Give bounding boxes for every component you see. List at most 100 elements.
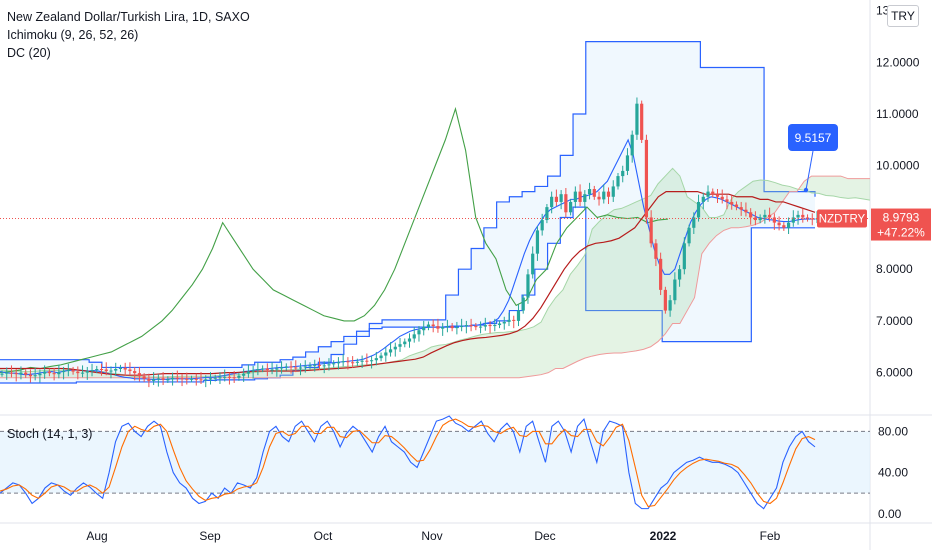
candle-body	[749, 212, 753, 218]
candle	[777, 216, 781, 231]
candle-body	[701, 196, 705, 202]
candle-body	[445, 326, 450, 328]
candle	[384, 347, 388, 362]
candle	[801, 208, 805, 223]
candle	[156, 374, 160, 387]
candle	[327, 358, 331, 371]
symbol-badge	[817, 209, 867, 228]
candle-body	[450, 326, 454, 329]
stoch-y-tick-label: 80.00	[878, 424, 908, 438]
stoch-y-tick-label: 40.00	[878, 466, 908, 480]
candle-body	[673, 279, 677, 301]
candle	[725, 195, 729, 210]
candle	[123, 362, 127, 376]
candle	[133, 366, 137, 381]
candle-body	[412, 334, 416, 339]
candle	[76, 366, 80, 380]
candle	[531, 246, 535, 279]
candle-body	[431, 324, 435, 327]
candle	[701, 192, 705, 210]
y-tick-label: 10.0000	[876, 159, 920, 173]
candle	[369, 356, 374, 369]
candle-body	[393, 346, 397, 350]
candle-body	[777, 222, 781, 226]
indicator-lines	[0, 106, 816, 380]
candle-body	[369, 360, 374, 362]
candle	[90, 363, 94, 377]
candle-body	[758, 217, 762, 221]
candle-body	[573, 191, 577, 202]
candle	[706, 185, 710, 202]
candle-body	[550, 196, 554, 208]
candle-body	[635, 103, 639, 135]
candle-body	[208, 378, 213, 380]
candle	[550, 191, 554, 214]
candle	[341, 354, 345, 367]
candle-body	[360, 360, 364, 362]
candle-body	[398, 344, 402, 347]
candle	[625, 148, 630, 176]
candle-body	[545, 207, 549, 221]
candle-body	[478, 326, 483, 328]
candle	[33, 367, 37, 381]
candle	[720, 189, 724, 204]
candle	[109, 366, 113, 379]
candle	[270, 362, 274, 375]
candle-body	[782, 225, 786, 228]
candle	[436, 318, 440, 333]
candle	[161, 372, 165, 386]
candle-body	[294, 367, 298, 369]
currency-button[interactable]: TRY	[887, 5, 919, 27]
candle-body	[734, 204, 739, 208]
candle	[692, 212, 696, 235]
candle	[114, 362, 118, 376]
candle	[535, 226, 540, 261]
price-badges: NZDTRY 8.9793+47.22% 9.5157	[788, 124, 931, 241]
candle-body	[805, 217, 810, 219]
stoch-d-line	[0, 418, 816, 508]
candle	[152, 372, 156, 386]
candle-body	[730, 201, 734, 205]
candle	[261, 365, 265, 373]
candle	[128, 362, 132, 376]
candle	[47, 368, 51, 377]
candle	[668, 295, 672, 317]
candle	[147, 373, 151, 388]
candle	[289, 361, 293, 374]
candle	[417, 326, 421, 342]
candle-body	[161, 378, 165, 380]
candle	[516, 304, 521, 327]
candle	[431, 319, 435, 333]
candle-body	[706, 191, 710, 197]
candle	[796, 210, 800, 225]
candle-body	[109, 370, 113, 372]
candle	[696, 194, 701, 222]
candle	[711, 188, 715, 198]
candle-body	[341, 361, 345, 363]
candle	[554, 189, 558, 207]
candle	[322, 361, 326, 374]
candle	[393, 342, 397, 357]
candle-body	[137, 373, 142, 377]
candle	[592, 185, 596, 200]
candle-body	[810, 218, 814, 220]
candle	[768, 207, 772, 222]
candle	[185, 372, 189, 385]
candle	[464, 320, 468, 334]
candle-body	[303, 366, 307, 368]
candle-body	[298, 367, 303, 369]
candle	[805, 214, 810, 222]
candle-body	[227, 376, 232, 378]
candle-body	[133, 371, 137, 374]
candle	[14, 369, 18, 382]
candle-body	[611, 186, 615, 197]
candle-body	[786, 222, 791, 228]
candle-body	[606, 191, 611, 197]
candle-body	[355, 361, 359, 363]
candle	[95, 365, 99, 374]
candle-body	[616, 176, 620, 187]
candle-body	[232, 377, 236, 379]
candle	[455, 321, 459, 335]
candle-body	[531, 253, 535, 275]
